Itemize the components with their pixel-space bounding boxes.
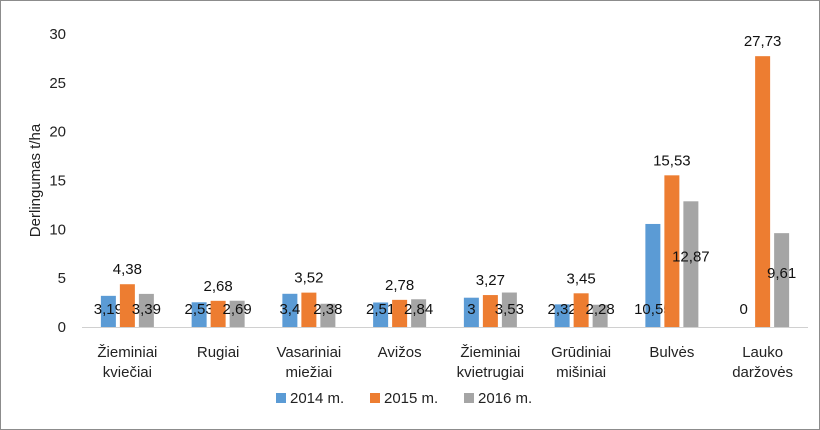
data-label: 2,32	[548, 301, 577, 318]
bar-2016m-3	[411, 299, 427, 327]
data-label: 3,52	[294, 270, 323, 287]
x-category-label: daržovės	[732, 364, 793, 381]
data-label: 2,51	[366, 301, 395, 318]
y-tick-label: 15	[49, 173, 66, 190]
bar-2016m-2	[320, 303, 336, 327]
bar-2015m-1	[210, 300, 226, 327]
data-label: 2,38	[313, 301, 342, 318]
bar-2016m-6	[683, 201, 699, 327]
y-tick-label: 10	[49, 221, 66, 238]
data-label: 3,45	[567, 270, 596, 287]
data-label: 2,69	[223, 301, 252, 318]
bar-2014m-3	[373, 302, 389, 327]
legend-label: 2014 m.	[290, 390, 344, 407]
legend-label: 2016 m.	[478, 390, 532, 407]
x-category-label: Avižos	[378, 344, 422, 361]
x-category-label: Lauko	[742, 344, 783, 361]
bar-2016m-4	[501, 292, 517, 327]
data-label: 3,53	[495, 301, 524, 318]
x-category-label: Rugiai	[197, 344, 240, 361]
x-category-label: kviečiai	[103, 364, 152, 381]
x-category-label: mišiniai	[556, 364, 606, 381]
x-category-label: Vasariniai	[276, 344, 341, 361]
data-label: 3,4	[279, 301, 300, 318]
data-label: 3	[467, 301, 475, 318]
legend-swatch	[464, 393, 474, 403]
bar-2014m-6	[645, 223, 661, 327]
bar-2014m-1	[191, 302, 207, 327]
data-label: 12,87	[672, 249, 710, 266]
x-category-label: Žieminiai	[460, 344, 520, 361]
bar-2016m-0	[138, 293, 154, 327]
bar-2014m-5	[554, 304, 570, 327]
legend-swatch	[276, 393, 286, 403]
x-category-label: kvietrugiai	[457, 364, 525, 381]
legend-label: 2015 m.	[384, 390, 438, 407]
y-tick-label: 20	[49, 124, 66, 141]
data-label: 2,53	[185, 301, 214, 318]
data-label: 15,53	[653, 152, 691, 169]
y-tick-label: 0	[58, 319, 66, 336]
data-label: 3,27	[476, 272, 505, 289]
bar-2016m-7	[774, 233, 790, 327]
data-label: 3,39	[132, 301, 161, 318]
bar-2015m-7	[755, 56, 771, 327]
x-category-label: Žieminiai	[97, 344, 157, 361]
data-label: 4,38	[113, 261, 142, 278]
x-category-label: miežiai	[286, 364, 333, 381]
data-label: 3,19	[94, 301, 123, 318]
bar-2014m-4	[463, 297, 479, 327]
y-axis-label: Derlingumas t/ha	[27, 123, 44, 237]
x-category-label: Bulvės	[649, 344, 694, 361]
bar-2014m-2	[282, 293, 298, 327]
legend-swatch	[370, 393, 380, 403]
bar-2015m-5	[573, 293, 589, 327]
data-label: 2,28	[586, 301, 615, 318]
data-label: 9,61	[767, 265, 796, 282]
data-label: 2,68	[204, 278, 233, 295]
bar-2015m-6	[664, 175, 680, 327]
data-label: 2,84	[404, 301, 433, 318]
bar-2016m-1	[229, 300, 245, 327]
x-category-label: Grūdiniai	[551, 344, 611, 361]
bar-2016m-5	[592, 304, 608, 327]
bar-2014m-0	[100, 295, 116, 327]
data-label: 10,55	[634, 301, 672, 318]
y-tick-label: 30	[49, 26, 66, 43]
bar-2015m-0	[119, 284, 135, 327]
y-tick-label: 25	[49, 75, 66, 92]
data-label: 0	[739, 301, 747, 318]
bar-2015m-3	[392, 299, 408, 327]
data-label: 2,78	[385, 277, 414, 294]
y-tick-label: 5	[58, 270, 66, 287]
bar-2015m-2	[301, 292, 317, 327]
bar-2015m-4	[482, 295, 498, 327]
data-label: 27,73	[744, 33, 782, 50]
